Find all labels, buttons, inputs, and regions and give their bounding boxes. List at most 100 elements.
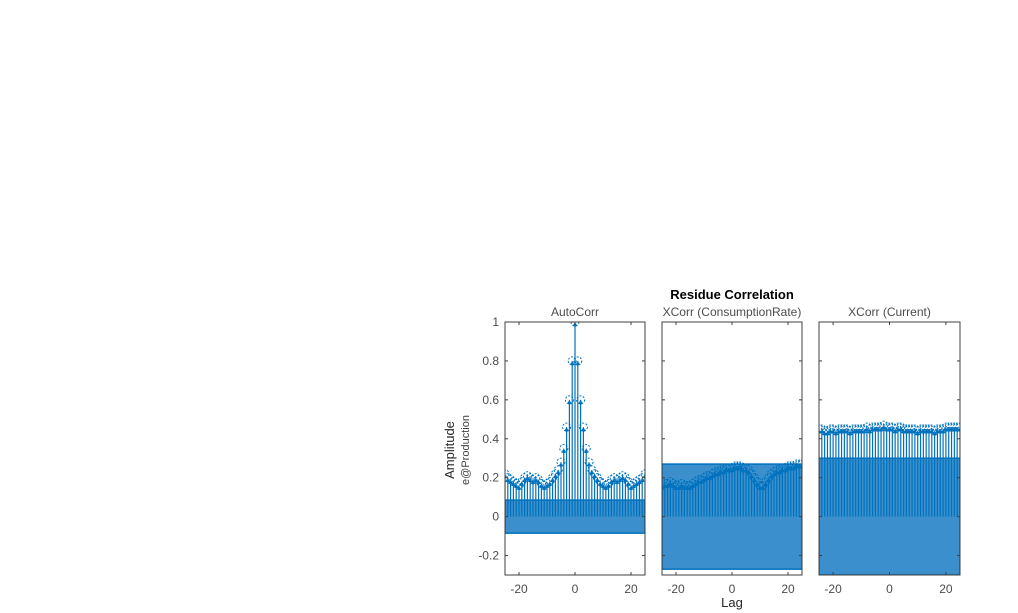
- stem-marker-inner: [766, 479, 771, 483]
- stem-marker: [677, 479, 687, 489]
- stem-marker-inner: [579, 401, 583, 405]
- stem-marker: [879, 420, 889, 430]
- stem-marker: [716, 465, 726, 475]
- stem-marker: [772, 465, 782, 475]
- stem-marker: [564, 395, 574, 405]
- stem-marker-inner: [848, 432, 852, 436]
- stem-marker-inner: [666, 484, 670, 489]
- stem-marker-inner: [523, 479, 527, 483]
- stem-marker: [595, 477, 605, 487]
- x-tick-label: 20: [939, 582, 953, 596]
- stem-marker: [794, 459, 802, 469]
- stem-marker: [741, 463, 751, 473]
- stem-marker-inner: [548, 482, 552, 487]
- stem-marker: [556, 457, 566, 467]
- stem-marker-inner: [640, 479, 644, 483]
- stem-marker-inner: [587, 463, 591, 467]
- stem-marker-inner: [562, 449, 566, 454]
- y-tick-label: 0: [492, 510, 499, 524]
- stem-marker: [893, 422, 903, 432]
- stem-marker: [904, 424, 914, 434]
- stem-marker: [511, 479, 521, 489]
- stem-marker: [637, 473, 645, 483]
- stem-marker-inner: [637, 481, 642, 485]
- x-tick-label: -20: [667, 582, 685, 596]
- x-tick-label: 0: [729, 582, 736, 596]
- stem-marker-inner: [862, 430, 866, 434]
- stem-marker-inner: [688, 486, 692, 491]
- stem-marker: [955, 422, 960, 432]
- stem-marker-inner: [933, 432, 937, 436]
- stem-marker-inner: [764, 482, 768, 487]
- x-tick-label: -20: [510, 582, 528, 596]
- y-tick-label: 0.4: [482, 432, 499, 446]
- stem-marker-inner: [551, 479, 555, 483]
- stem-marker: [749, 473, 759, 483]
- y-tick-label: 0.2: [482, 471, 499, 485]
- stem-marker-inner: [694, 482, 698, 487]
- stem-marker-inner: [868, 430, 872, 434]
- stem-marker-inner: [567, 401, 572, 405]
- stem-marker-inner: [542, 486, 546, 491]
- stem-marker: [710, 467, 720, 477]
- stem-marker-inner: [772, 473, 776, 477]
- stem-marker: [584, 457, 594, 467]
- stem-marker-inner: [792, 467, 796, 471]
- stem-marker: [581, 444, 591, 453]
- stem-marker: [777, 463, 787, 473]
- y-tick-label: -0.2: [478, 549, 499, 563]
- stem-marker-inner: [716, 473, 720, 477]
- stem-marker-inner: [825, 432, 830, 436]
- panel-2: -20 0 20 XCorr (ConsumptionRate): [661, 305, 803, 596]
- y-axis-label-sub: e@Production: [460, 415, 472, 485]
- stem-marker-inner: [702, 479, 706, 483]
- stem-marker: [853, 424, 863, 434]
- stem-marker: [952, 422, 960, 432]
- stem-marker-inner: [545, 484, 549, 489]
- stem-marker: [553, 465, 563, 475]
- stem-marker: [618, 471, 628, 481]
- stem-marker: [791, 459, 801, 469]
- panel-title: AutoCorr: [551, 305, 599, 319]
- stem-marker-inner: [691, 484, 695, 489]
- stem-marker: [730, 461, 740, 471]
- stem-marker: [932, 424, 942, 434]
- x-tick-label: 20: [781, 582, 795, 596]
- stem-marker: [576, 395, 586, 405]
- stem-marker: [534, 475, 544, 485]
- stem-marker-inner: [629, 486, 633, 491]
- stem-marker-inner: [635, 482, 639, 487]
- stem-marker-inner: [556, 471, 560, 475]
- stem-marker-inner: [710, 475, 715, 479]
- stem-marker: [587, 465, 597, 475]
- stem-marker-inner: [553, 475, 558, 479]
- stem-marker: [747, 469, 757, 479]
- stem-marker-inner: [699, 481, 703, 485]
- stem-marker-inner: [834, 432, 838, 436]
- stem-marker: [949, 422, 959, 432]
- stem-marker: [679, 480, 689, 490]
- stem-marker: [721, 463, 731, 473]
- plot-area: [819, 420, 960, 575]
- stem-marker: [724, 463, 734, 473]
- stem-marker: [665, 477, 675, 487]
- stem-marker-inner: [879, 428, 883, 432]
- stem-marker: [783, 461, 793, 471]
- x-tick-label: -20: [824, 582, 842, 596]
- plot-area: [505, 322, 645, 534]
- stem-marker-inner: [609, 481, 614, 485]
- stem-marker: [562, 422, 572, 432]
- stem-marker-inner: [761, 486, 765, 491]
- stem-marker-inner: [576, 362, 580, 366]
- stem-marker-inner: [604, 486, 608, 491]
- stem-marker: [735, 461, 745, 471]
- stem-marker: [682, 480, 692, 490]
- stem-marker-inner: [559, 463, 563, 467]
- stem-marker-inner: [677, 486, 681, 491]
- stem-marker-inner: [570, 362, 574, 366]
- stem-marker: [738, 463, 748, 473]
- stem-marker-inner: [916, 432, 920, 436]
- stem-marker: [702, 471, 712, 481]
- stem-marker: [870, 422, 880, 432]
